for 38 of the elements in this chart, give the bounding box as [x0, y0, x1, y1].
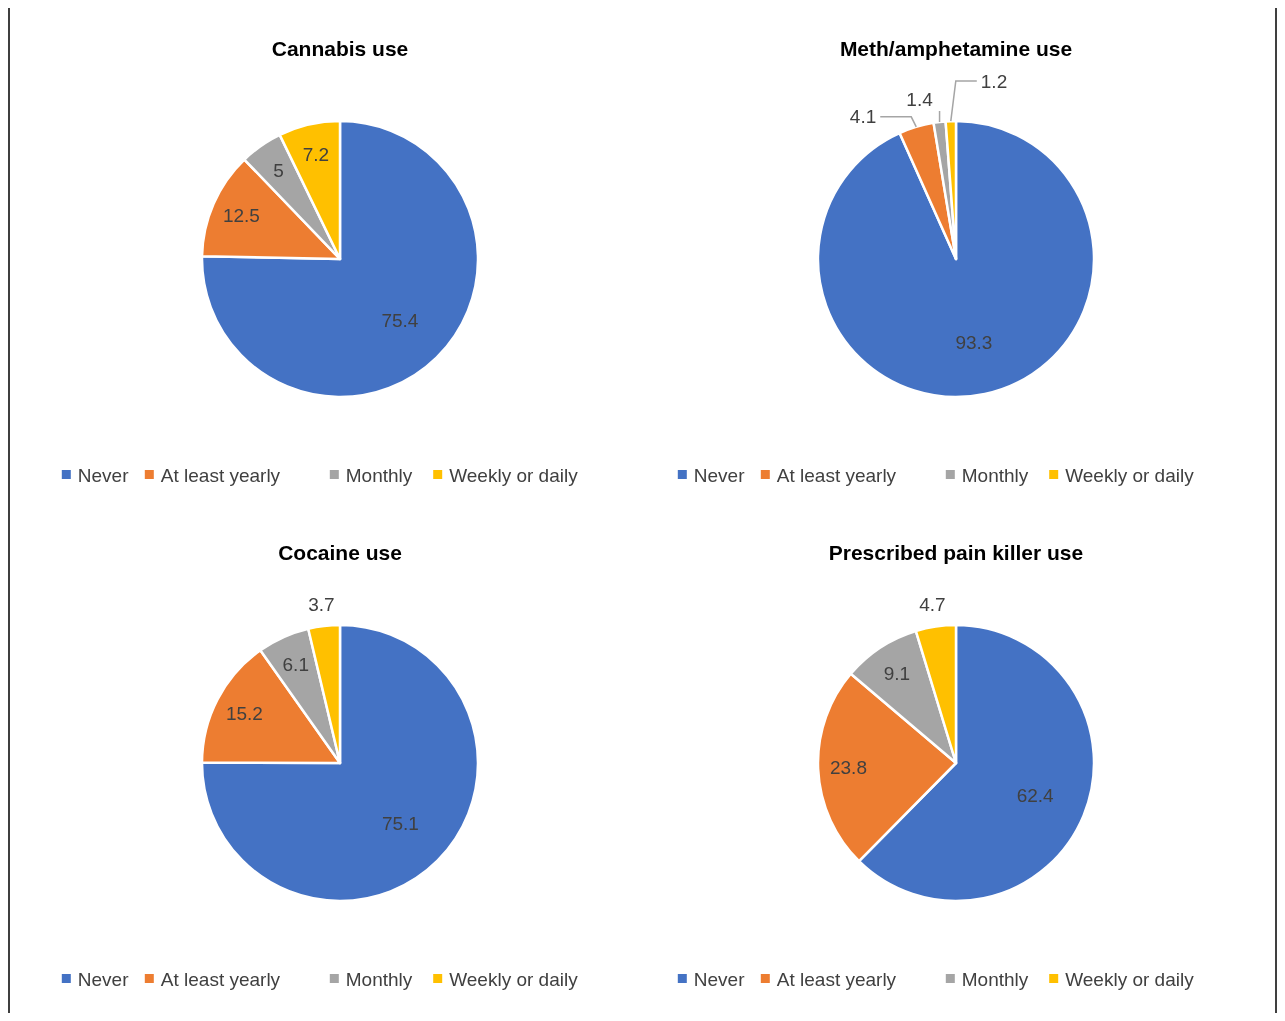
legend-label: Never — [77, 968, 130, 990]
data-label: 7.2 — [302, 143, 330, 165]
pie-slice — [200, 119, 480, 399]
data-label: 9.1 — [883, 662, 911, 684]
data-label: 93.3 — [955, 332, 993, 354]
chart-title: Cocaine use — [278, 541, 402, 564]
data-label: 4.7 — [919, 594, 946, 616]
data-label: 75.1 — [381, 813, 419, 835]
legend-label: Monthly — [961, 464, 1029, 486]
legend-label: Never — [693, 464, 746, 486]
data-label: 5 — [273, 160, 284, 182]
chart-title: Meth/amphetamine use — [839, 37, 1073, 60]
legend-label: Weekly or daily — [449, 968, 579, 990]
data-label: 1.2 — [980, 70, 1008, 92]
data-label: 75.4 — [381, 309, 419, 331]
legend-label: Weekly or daily — [1065, 968, 1195, 990]
legend-label: Never — [77, 464, 130, 486]
data-label: 15.2 — [225, 702, 263, 724]
legend-label: At least yearly — [160, 464, 281, 486]
legend-label: Never — [693, 968, 746, 990]
legend-label: At least yearly — [776, 464, 897, 486]
data-label: 23.8 — [829, 757, 867, 779]
data-label: 3.7 — [308, 593, 335, 615]
legend-label: Monthly — [345, 968, 413, 990]
data-label: 62.4 — [1016, 784, 1055, 806]
legend-label: Weekly or daily — [1065, 464, 1195, 486]
legend-label: Monthly — [961, 968, 1029, 990]
legend-label: At least yearly — [776, 968, 897, 990]
data-label: 12.5 — [222, 205, 260, 227]
data-label: 6.1 — [282, 654, 309, 676]
chart-title: Cannabis use — [271, 37, 409, 60]
data-label: 4.1 — [849, 106, 877, 128]
chart-title: Prescribed pain killer use — [828, 541, 1084, 564]
legend-label: Monthly — [345, 464, 413, 486]
legend-label: At least yearly — [160, 968, 281, 990]
legend-label: Weekly or daily — [449, 464, 579, 486]
data-label: 1.4 — [906, 88, 934, 110]
pie-slice — [200, 623, 480, 903]
